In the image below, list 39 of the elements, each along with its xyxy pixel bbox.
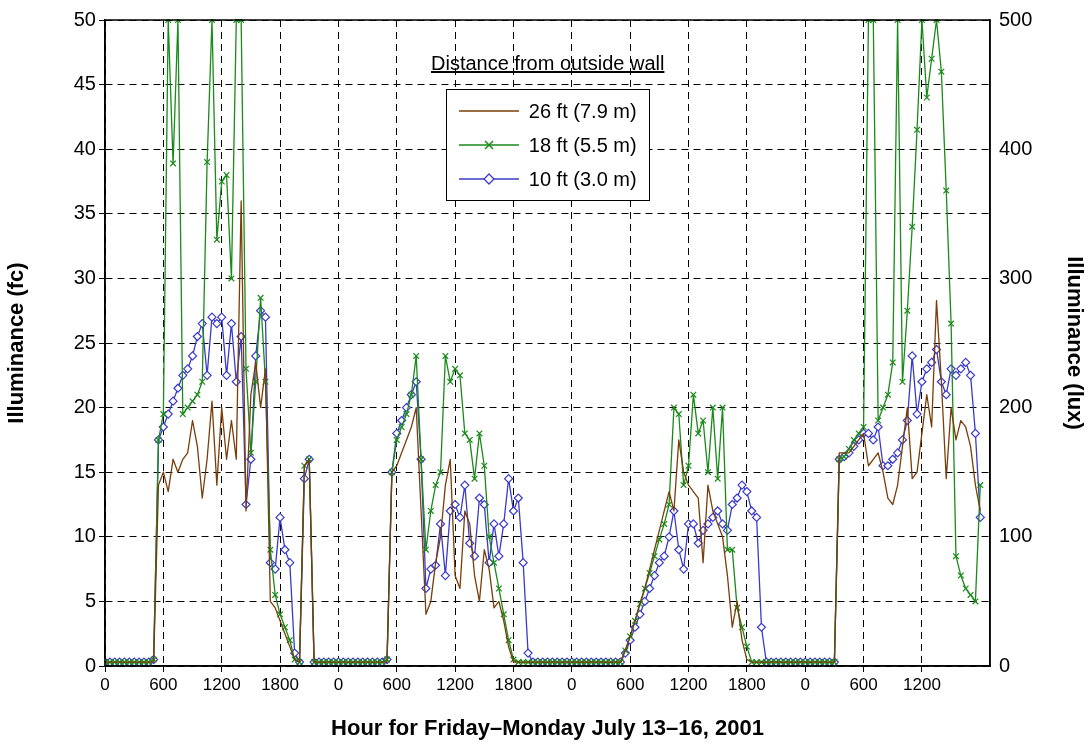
x-axis-title: Hour for Friday–Monday July 13–16, 2001 — [331, 714, 764, 740]
y2-tick-label: 300 — [999, 265, 1033, 288]
y-tick-label: 25 — [73, 330, 96, 353]
x-tick-label: 1200 — [903, 674, 941, 694]
y-tick-label: 5 — [84, 588, 96, 611]
legend-title: Distance from outside wall — [431, 52, 665, 76]
x-tick-label: 1200 — [202, 674, 241, 694]
x-tick-label: 600 — [615, 674, 645, 694]
y2-tick-label: 400 — [999, 136, 1033, 159]
legend-label: 10 ft (3.0 m) — [528, 167, 637, 191]
x-tick-label: 0 — [100, 674, 110, 694]
y2-tick-label: 100 — [999, 524, 1033, 547]
x-tick-label: 1800 — [261, 674, 299, 694]
x-tick-label: 1200 — [436, 674, 475, 694]
x-tick-label: 1800 — [494, 674, 533, 694]
y2-axis-title: Illuminance (lux) — [1062, 256, 1088, 430]
x-tick-label: 600 — [149, 674, 178, 694]
x-tick-label: 0 — [567, 674, 577, 694]
legend-label: 26 ft (7.9 m) — [528, 99, 637, 123]
legend-label: 18 ft (5.5 m) — [528, 133, 637, 157]
y-tick-label: 30 — [73, 265, 96, 288]
x-tick-label: 600 — [382, 674, 411, 694]
y-tick-label: 0 — [84, 653, 96, 676]
y-tick-label: 40 — [73, 136, 96, 159]
y2-tick-label: 0 — [999, 653, 1011, 676]
y-axis-title: Illuminance (fc) — [3, 262, 29, 424]
x-tick-label: 1800 — [727, 674, 766, 694]
y-tick-label: 15 — [73, 459, 96, 482]
x-tick-label: 600 — [849, 674, 878, 694]
x-tick-label: 1200 — [669, 674, 708, 694]
x-tick-label: 0 — [800, 674, 810, 694]
y-tick-label: 10 — [73, 524, 96, 547]
x-tick-label: 0 — [333, 674, 344, 694]
y2-tick-label: 200 — [999, 395, 1033, 418]
y2-tick-label: 500 — [999, 7, 1033, 30]
y-tick-label: 35 — [73, 201, 96, 224]
y-tick-label: 45 — [73, 72, 96, 95]
y-tick-label: 20 — [73, 395, 96, 418]
y-tick-label: 50 — [73, 7, 96, 30]
